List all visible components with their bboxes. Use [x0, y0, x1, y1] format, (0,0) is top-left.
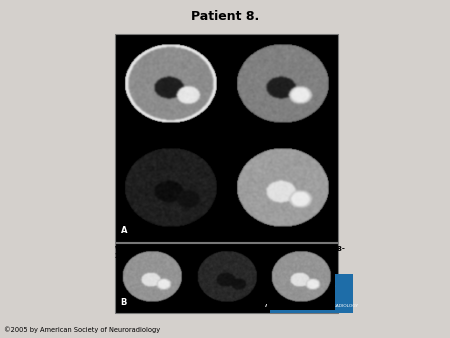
Bar	[115, 243, 338, 313]
Text: AJNR: AJNR	[287, 282, 337, 300]
Text: A: A	[121, 226, 127, 235]
Text: ©2005 by American Society of Neuroradiology: ©2005 by American Society of Neuroradiol…	[4, 326, 161, 333]
Text: Patient 8.: Patient 8.	[191, 10, 259, 23]
Text: Won-Jin Moon et al. AJNR Am J Neuroradiol 2005;26:228-
235: Won-Jin Moon et al. AJNR Am J Neuroradio…	[115, 246, 345, 259]
Bar	[115, 34, 338, 242]
Text: B: B	[120, 298, 126, 307]
Bar	[270, 274, 353, 313]
Text: AMERICAN JOURNAL OF NEURORADIOLOGY: AMERICAN JOURNAL OF NEURORADIOLOGY	[266, 304, 358, 308]
